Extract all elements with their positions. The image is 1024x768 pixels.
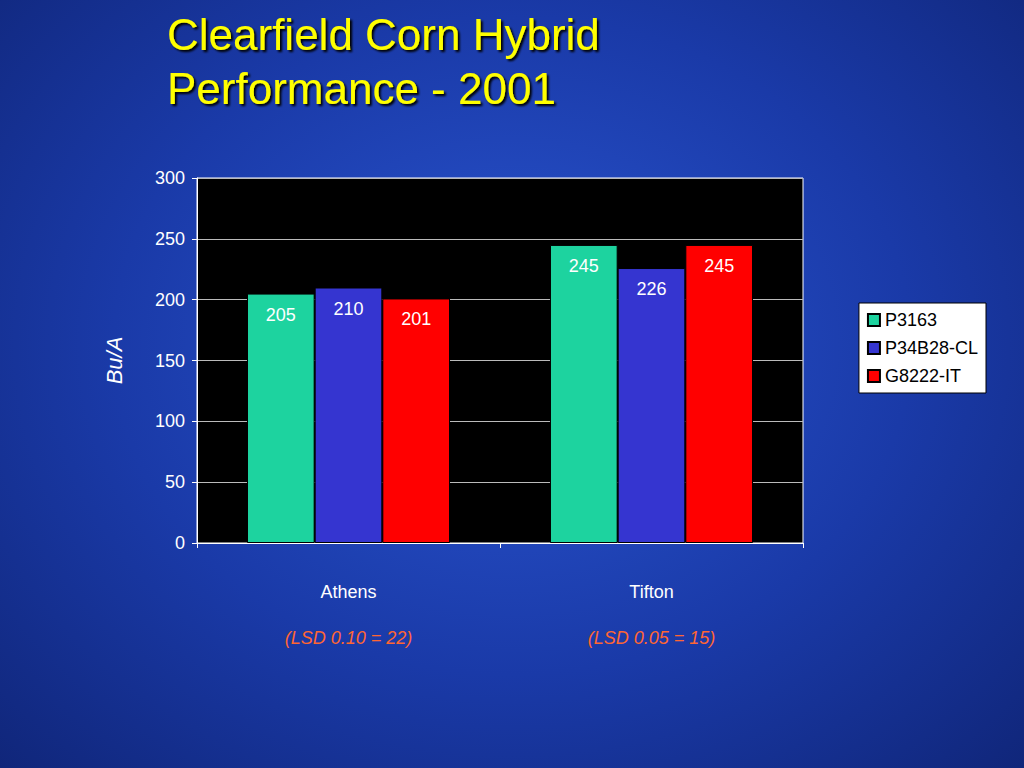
svg-text:200: 200 [155, 290, 185, 310]
svg-text:201: 201 [401, 309, 431, 329]
svg-text:210: 210 [333, 299, 363, 319]
svg-text:100: 100 [155, 411, 185, 431]
svg-text:226: 226 [636, 279, 666, 299]
svg-text:Clearfield Corn Hybrid: Clearfield Corn Hybrid [167, 10, 612, 59]
svg-text:245: 245 [569, 256, 599, 276]
svg-text:50: 50 [165, 472, 185, 492]
svg-text:250: 250 [155, 229, 185, 249]
svg-text:(LSD 0.10 = 22): (LSD 0.10 = 22) [285, 628, 413, 648]
svg-text:Performance - 2001: Performance - 2001 [167, 64, 556, 113]
svg-text:150: 150 [155, 351, 185, 371]
svg-text:Bu/A: Bu/A [102, 337, 127, 385]
svg-text:245: 245 [704, 256, 734, 276]
svg-text:300: 300 [155, 168, 185, 188]
svg-text:0: 0 [175, 533, 185, 553]
svg-text:(LSD 0.05 = 15): (LSD 0.05 = 15) [588, 628, 716, 648]
svg-text:205: 205 [266, 305, 296, 325]
svg-text:G8222-IT: G8222-IT [885, 366, 961, 386]
svg-text:Tifton: Tifton [629, 582, 673, 602]
svg-text:P34B28-CL: P34B28-CL [885, 338, 978, 358]
svg-text:P3163: P3163 [885, 310, 937, 330]
svg-text:Athens: Athens [320, 582, 376, 602]
